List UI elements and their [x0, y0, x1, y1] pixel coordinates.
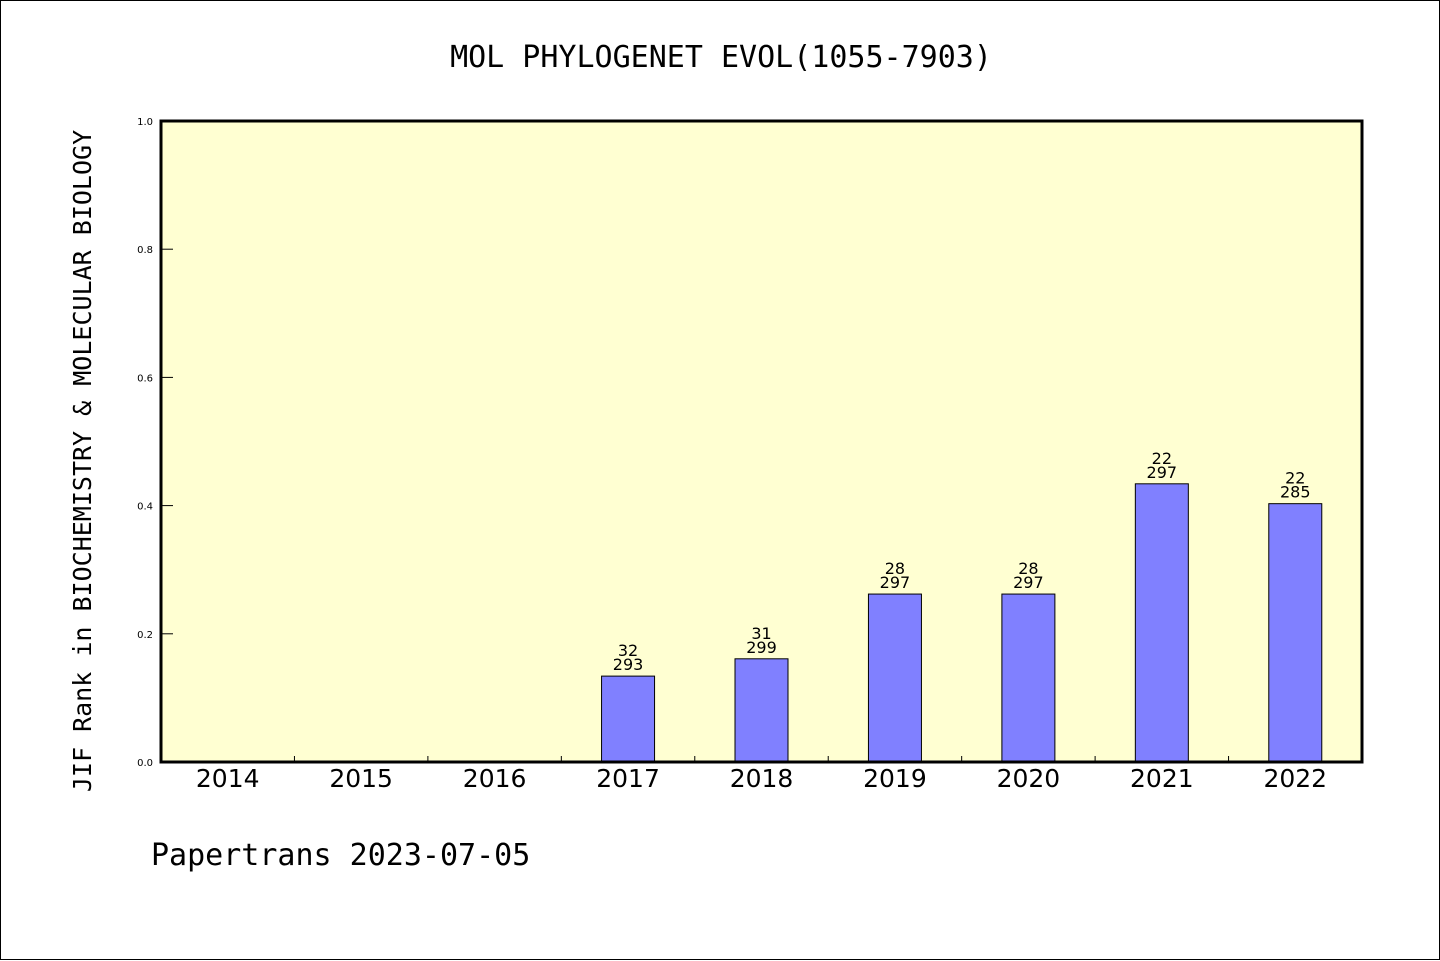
- x-tick-label: 2021: [1130, 764, 1194, 793]
- bar-rank-label: 22: [1152, 449, 1172, 468]
- bar-rank-label: 31: [751, 624, 771, 643]
- y-tick-label: 0.4: [137, 502, 153, 513]
- chart-title: MOL PHYLOGENET EVOL(1055-7903): [450, 40, 992, 75]
- footer-text: Papertrans 2023-07-05: [151, 838, 530, 873]
- bar-rank-label: 28: [1018, 559, 1038, 578]
- bar: [1001, 593, 1056, 763]
- bar-rank-label: 32: [618, 641, 638, 660]
- plot-border: [159, 119, 1364, 764]
- bar-total-label: 297: [880, 573, 911, 592]
- bar: [867, 593, 922, 763]
- x-tick-label: 2019: [863, 764, 927, 793]
- bar-rank-label: 22: [1285, 469, 1305, 488]
- bar-total-label: 297: [1013, 573, 1044, 592]
- x-tick-label: 2017: [596, 764, 660, 793]
- bar: [1134, 483, 1189, 763]
- bar: [601, 675, 656, 763]
- y-tick-label: 1.0: [137, 117, 153, 128]
- x-tick-label: 2022: [1263, 764, 1327, 793]
- y-tick-label: 0.6: [137, 373, 153, 384]
- bar-total-label: 299: [746, 638, 777, 657]
- x-tick-label: 2015: [329, 764, 393, 793]
- y-tick-label: 0.0: [137, 758, 153, 769]
- x-tick-label: 2018: [730, 764, 794, 793]
- y-axis-label: JIF Rank in BIOCHEMISTRY & MOLECULAR BIO…: [68, 130, 97, 792]
- y-tick-label: 0.2: [137, 630, 153, 641]
- bar-total-label: 297: [1147, 463, 1178, 482]
- bar: [734, 658, 789, 763]
- x-tick-label: 2014: [196, 764, 260, 793]
- x-tick-label: 2016: [463, 764, 527, 793]
- bar-rank-label: 28: [885, 559, 905, 578]
- x-tick-label: 2020: [997, 764, 1061, 793]
- bars-group: [601, 483, 1323, 763]
- y-tick-label: 0.8: [137, 245, 153, 256]
- x-axis: 2014 2015 2016 2017 2018 2019 2020 2021 2022: [196, 756, 1327, 793]
- bar-total-label: 293: [613, 655, 644, 674]
- bar: [1268, 503, 1323, 763]
- bar-total-label: 285: [1280, 483, 1311, 502]
